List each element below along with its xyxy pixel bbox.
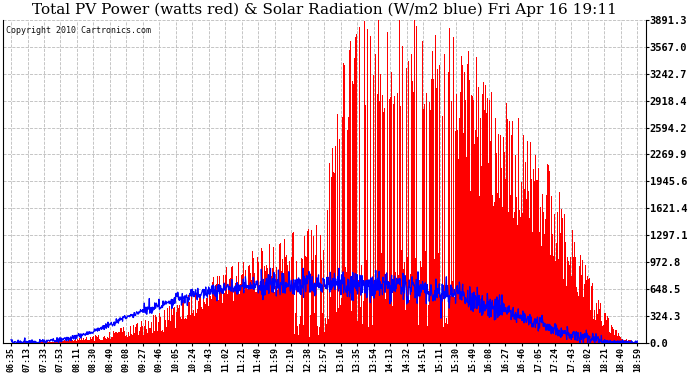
Text: Copyright 2010 Cartronics.com: Copyright 2010 Cartronics.com xyxy=(6,26,151,35)
Title: Total PV Power (watts red) & Solar Radiation (W/m2 blue) Fri Apr 16 19:11: Total PV Power (watts red) & Solar Radia… xyxy=(32,3,617,17)
